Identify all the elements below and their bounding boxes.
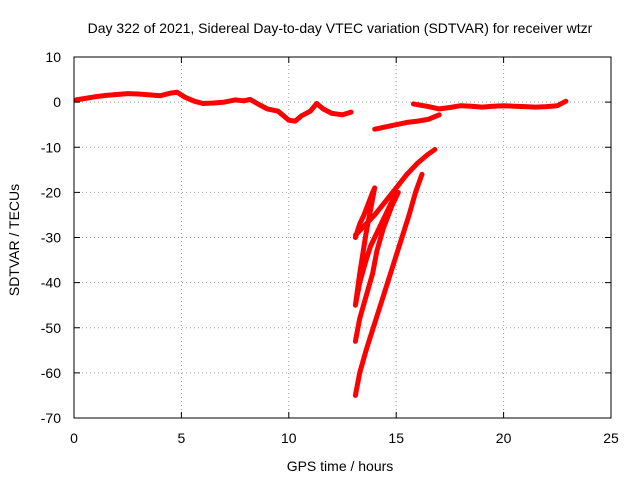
x-tick-label: 15 xyxy=(388,430,404,446)
data-series xyxy=(73,89,569,398)
series-line-seg3 xyxy=(372,112,442,132)
series-line-seg4 xyxy=(410,98,569,112)
x-tick-label: 20 xyxy=(496,430,512,446)
x-tick-label: 25 xyxy=(603,430,619,446)
y-tick-label: 0 xyxy=(53,94,61,110)
y-tick-label: -50 xyxy=(41,320,61,336)
x-tick-label: 5 xyxy=(178,430,186,446)
y-tick-label: -10 xyxy=(41,139,61,155)
y-tick-label: -60 xyxy=(41,365,61,381)
y-tick-label: -30 xyxy=(41,230,61,246)
y-tick-label: -70 xyxy=(41,410,61,426)
series-line-seg2 xyxy=(241,96,354,124)
x-tick-label: 0 xyxy=(70,430,78,446)
series-line-seg7 xyxy=(352,189,401,344)
y-tick-label: -40 xyxy=(41,275,61,291)
series-line-seg5 xyxy=(352,185,399,308)
series-line-seg8 xyxy=(352,171,425,398)
chart-title: Day 322 of 2021, Sidereal Day-to-day VTE… xyxy=(88,20,593,36)
series-line-seg6 xyxy=(352,147,438,238)
x-tick-label: 10 xyxy=(281,430,297,446)
y-axis-label: SDTVAR / TECUs xyxy=(6,184,22,296)
axis-ticks: 0 5 10 15 20 25 10 0 -10 -20 -30 -40 -50 -60 -70 xyxy=(41,49,619,446)
x-axis-label: GPS time / hours xyxy=(287,458,394,474)
y-tick-label: -20 xyxy=(41,184,61,200)
series-line-seg1 xyxy=(73,89,247,106)
y-tick-label: 10 xyxy=(45,49,61,65)
